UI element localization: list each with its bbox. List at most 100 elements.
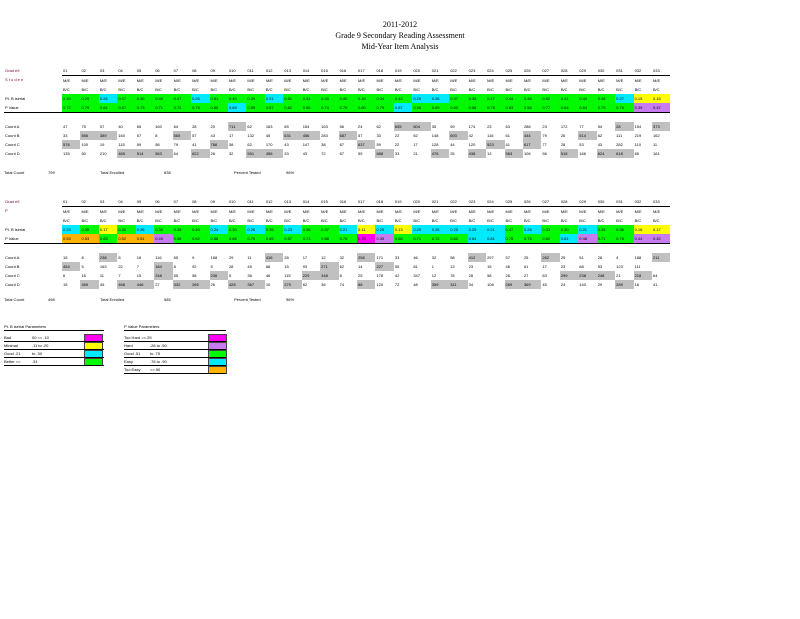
question-number: 024 (486, 66, 505, 76)
answer-key: B/C (339, 86, 347, 92)
question-number: 015 (320, 66, 339, 76)
count-value: 514 (135, 149, 155, 158)
count-value: 25 (358, 272, 363, 278)
legend-rule (124, 373, 226, 374)
count-value: 238 (578, 271, 597, 280)
count-value: 62 (339, 263, 345, 269)
count-value: 38 (247, 272, 252, 278)
answer-key: B/C (247, 86, 255, 92)
count-value: 38 (228, 141, 234, 147)
count-value: 347 (413, 272, 420, 278)
item-type: M/E (210, 208, 218, 214)
count-value: 170 (265, 141, 273, 147)
question-number: 026 (522, 197, 542, 207)
legend-rule (4, 330, 104, 331)
count-value: 22 (394, 132, 400, 138)
item-type: M/E (265, 77, 273, 83)
legend-rule (124, 341, 226, 342)
totals-enrolled-value: 838 (164, 170, 171, 175)
count-value: 64 (653, 272, 658, 278)
count-value: 283 (321, 132, 328, 138)
count-value: 116 (155, 254, 162, 260)
count-value: 563 (154, 149, 173, 158)
pt-biserial-value: 0.26 (430, 225, 450, 234)
item-type: M/E (542, 208, 550, 214)
count-value: 57 (192, 132, 197, 138)
answer-key: B/C (413, 217, 420, 223)
count-value: 148 (431, 132, 439, 138)
question-number: 011 (246, 197, 265, 207)
pt-biserial-value: 0.21 (578, 225, 597, 234)
count-value: 44 (450, 141, 455, 147)
p-value: 0.75 (522, 234, 542, 244)
p-value: 0.79 (596, 103, 616, 113)
count-value: 551 (246, 149, 265, 158)
count-value: 65 (136, 123, 142, 129)
pt-biserial-value: 0.47 (486, 94, 505, 103)
answer-key: B/C (358, 86, 365, 92)
item-type: M/E (81, 208, 89, 214)
answer-key: B/C (173, 86, 181, 92)
answer-key: B/C (376, 86, 384, 92)
count-value: 65 (173, 254, 179, 260)
p-value: 0.78 (615, 234, 634, 244)
p-value: 0.82 (283, 103, 302, 113)
count-value: 59 (136, 141, 142, 147)
question-number: 017 (357, 66, 376, 76)
p-value: 0.47 (652, 103, 671, 113)
count-value: 41 (505, 141, 510, 147)
legend-rule (124, 365, 226, 366)
pt-biserial-value: 0.35 (80, 225, 99, 234)
count-value: 15 (487, 263, 492, 269)
count-value: 23 (542, 123, 547, 129)
count-value: 15 (136, 272, 142, 278)
answer-key: B/C (616, 217, 623, 223)
pt-biserial-value: 0.17 (98, 225, 118, 234)
count-value: 16 (136, 254, 142, 260)
count-value: 51 (579, 254, 584, 260)
pt-biserial-value: 0.29 (80, 94, 99, 103)
count-value: 269 (504, 280, 523, 289)
pt-biserial-value: 0.39 (246, 94, 265, 103)
pt-biserial-value: 0.21 (264, 94, 284, 103)
answer-key: B/C (487, 217, 494, 223)
count-value: 163 (99, 263, 107, 269)
item-type: M/E (192, 208, 200, 214)
item-type: M/E (653, 77, 661, 83)
count-value: 26 (210, 150, 215, 156)
p-value: 0.81 (559, 234, 579, 244)
count-value: 46 (413, 254, 418, 260)
count-value: 514 (578, 131, 597, 140)
p-value-label: P Value (5, 235, 19, 241)
count-value: 154 (302, 123, 310, 129)
item-type: M/E (616, 208, 624, 214)
p-value: 0.42 (652, 234, 671, 244)
question-number: 022 (449, 197, 468, 207)
legend-range: .76 to .90 (150, 359, 167, 364)
count-value: 428 (227, 280, 247, 289)
count-value: 28 (505, 272, 510, 278)
answer-key: B/C (394, 86, 402, 92)
p-value: 0.76 (615, 103, 634, 113)
p-value: 0.60 (449, 103, 468, 113)
pt-biserial-value: 0.21 (486, 225, 505, 234)
question-number: 03 (98, 197, 118, 207)
count-label: Count B (5, 132, 20, 138)
count-value: 55 (394, 263, 400, 269)
count-value: 468 (117, 280, 136, 289)
item-type: M/E (192, 77, 200, 83)
pt-biserial-value: 0.21 (338, 225, 357, 234)
question-number: 05 (135, 66, 155, 76)
count-value: 693 (449, 131, 468, 140)
count-value: 332 (172, 280, 192, 289)
p-value: 0.75 (504, 234, 523, 244)
count-value: 45 (542, 281, 547, 287)
pt-biserial-value: 0.30 (227, 225, 247, 234)
count-value: 12 (431, 272, 437, 278)
item-type: M/E (118, 208, 126, 214)
pt-biserial-value: 0.11 (357, 225, 376, 234)
count-value: 79 (542, 132, 547, 138)
count-value: 11 (99, 272, 105, 278)
count-value: 77 (542, 141, 547, 147)
answer-key: B/C (616, 86, 623, 92)
